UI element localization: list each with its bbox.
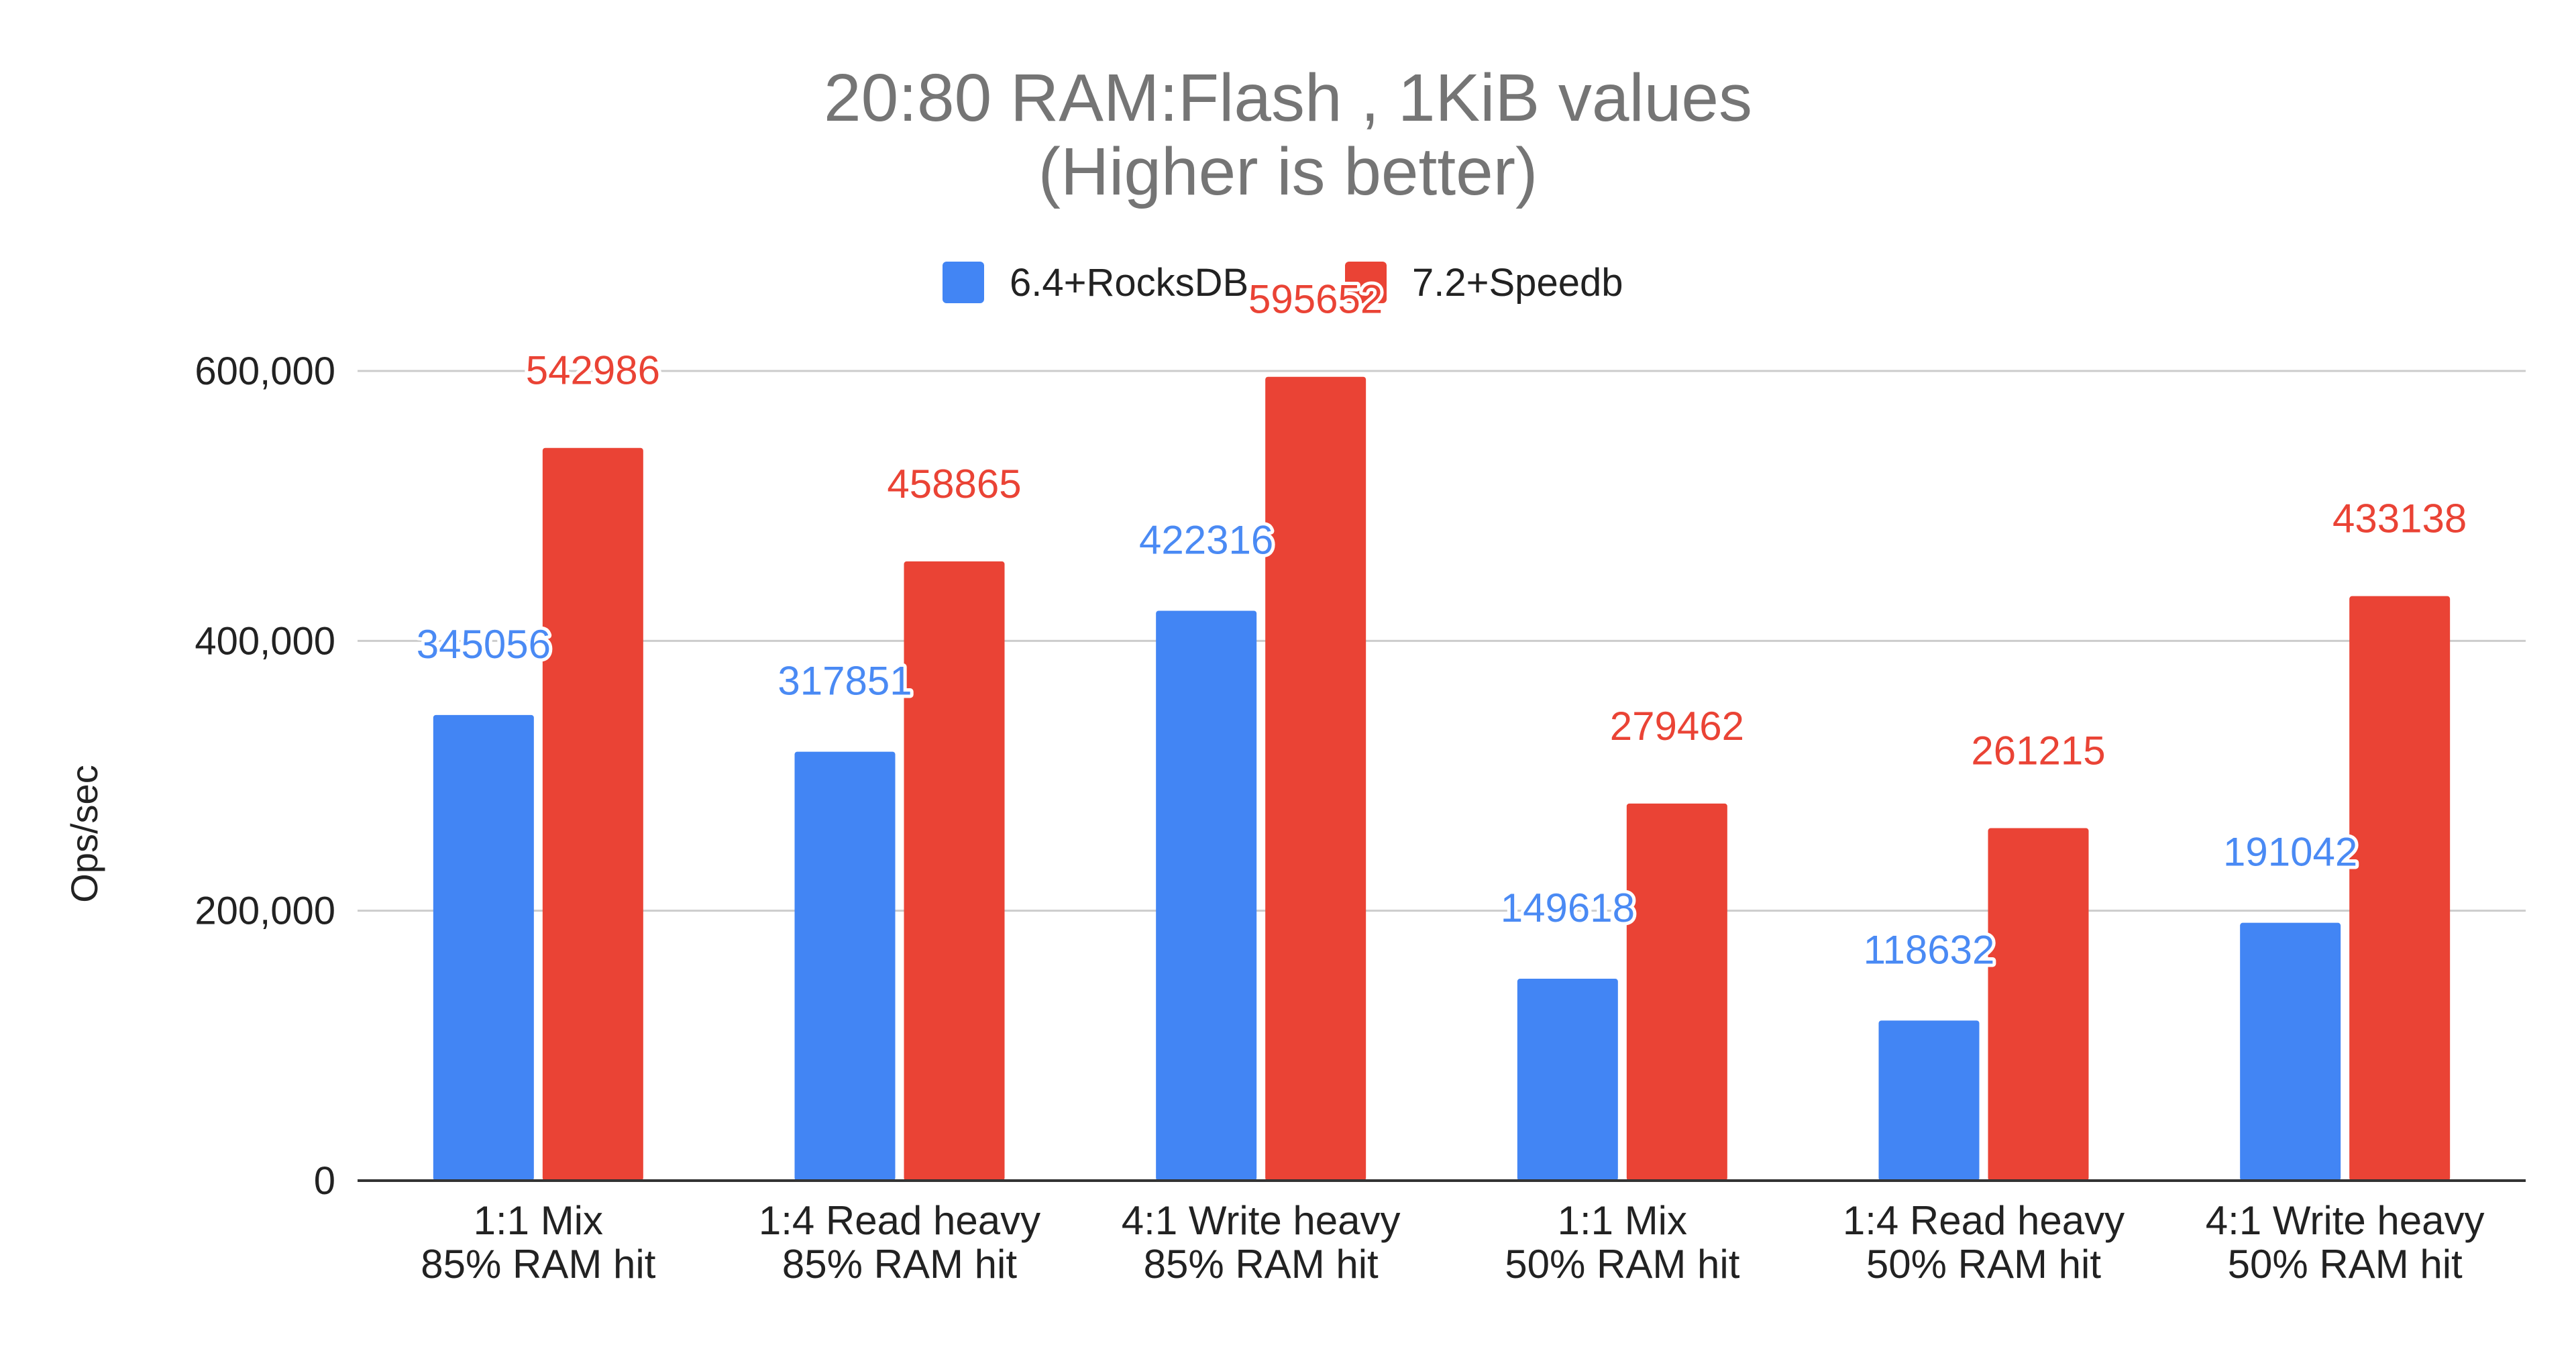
y-tick-label: 400,000 xyxy=(195,619,335,663)
bar-speedb xyxy=(1265,376,1366,1181)
data-label: 191042 xyxy=(2223,830,2357,875)
x-tick-label: 50% RAM hit xyxy=(1866,1242,2101,1287)
x-tick-label: 50% RAM hit xyxy=(2228,1242,2463,1287)
y-tick-label: 0 xyxy=(314,1159,335,1203)
data-label: 458865 xyxy=(887,462,1021,506)
x-tick-label: 1:1 Mix xyxy=(474,1198,603,1243)
data-label: 149618 xyxy=(1501,885,1635,930)
x-tick-label: 50% RAM hit xyxy=(1505,1242,1739,1287)
x-tick-label: 4:1 Write heavy xyxy=(2206,1198,2485,1243)
data-label: 317851 xyxy=(777,659,912,704)
x-tick-label: 85% RAM hit xyxy=(782,1242,1017,1287)
x-tick-label: 1:4 Read heavy xyxy=(759,1198,1040,1243)
legend-swatch-speedb xyxy=(1345,262,1387,303)
chart-title-line-2: (Higher is better) xyxy=(1038,134,1538,209)
bar-speedb xyxy=(542,447,643,1181)
bar-rocksdb xyxy=(1156,610,1257,1181)
x-tick-label: 85% RAM hit xyxy=(421,1242,655,1287)
x-tick-label: 4:1 Write heavy xyxy=(1122,1198,1401,1243)
y-axis: 0 200,000 400,000 600,000 xyxy=(195,349,335,1203)
chart-title-line-1: 20:80 RAM:Flash , 1KiB values xyxy=(824,60,1752,136)
gridlines xyxy=(358,370,2526,912)
data-label: 422316 xyxy=(1139,517,1273,562)
data-label: 542986 xyxy=(526,348,660,393)
bar-rocksdb xyxy=(1878,1020,1980,1181)
bar-speedb xyxy=(904,561,1005,1181)
bar-speedb xyxy=(1626,803,1727,1181)
bar-rocksdb xyxy=(794,751,896,1181)
y-tick-label: 600,000 xyxy=(195,349,335,393)
chart-title: 20:80 RAM:Flash , 1KiB values (Higher is… xyxy=(824,60,1752,209)
legend-label: 7.2+Speedb xyxy=(1412,261,1623,305)
legend-label: 6.4+RocksDB xyxy=(1010,261,1248,305)
data-label: 345056 xyxy=(417,622,551,667)
data-label: 595652 xyxy=(1248,277,1383,322)
data-label: 279462 xyxy=(1610,704,1744,749)
data-labels: 345056 542986 317851 458865 422316 595652 1496… xyxy=(413,274,2471,976)
y-axis-label: Ops/sec xyxy=(63,765,105,902)
data-label: 261215 xyxy=(1971,729,2105,773)
legend-swatch-rocksdb xyxy=(943,262,984,303)
bar-speedb xyxy=(2349,596,2451,1181)
bar-rocksdb xyxy=(1517,979,1618,1181)
data-label: 118632 xyxy=(1864,927,1995,972)
y-tick-label: 200,000 xyxy=(195,889,335,933)
legend: 6.4+RocksDB 7.2+Speedb xyxy=(943,261,1623,305)
bars xyxy=(433,376,2451,1181)
data-label: 433138 xyxy=(2332,496,2467,541)
x-tick-label: 1:1 Mix xyxy=(1558,1198,1687,1243)
bar-rocksdb xyxy=(2240,922,2341,1181)
bar-speedb xyxy=(1988,828,2089,1181)
bar-rocksdb xyxy=(433,714,534,1181)
x-tick-label: 85% RAM hit xyxy=(1144,1242,1379,1287)
x-tick-label: 1:4 Read heavy xyxy=(1843,1198,2125,1243)
